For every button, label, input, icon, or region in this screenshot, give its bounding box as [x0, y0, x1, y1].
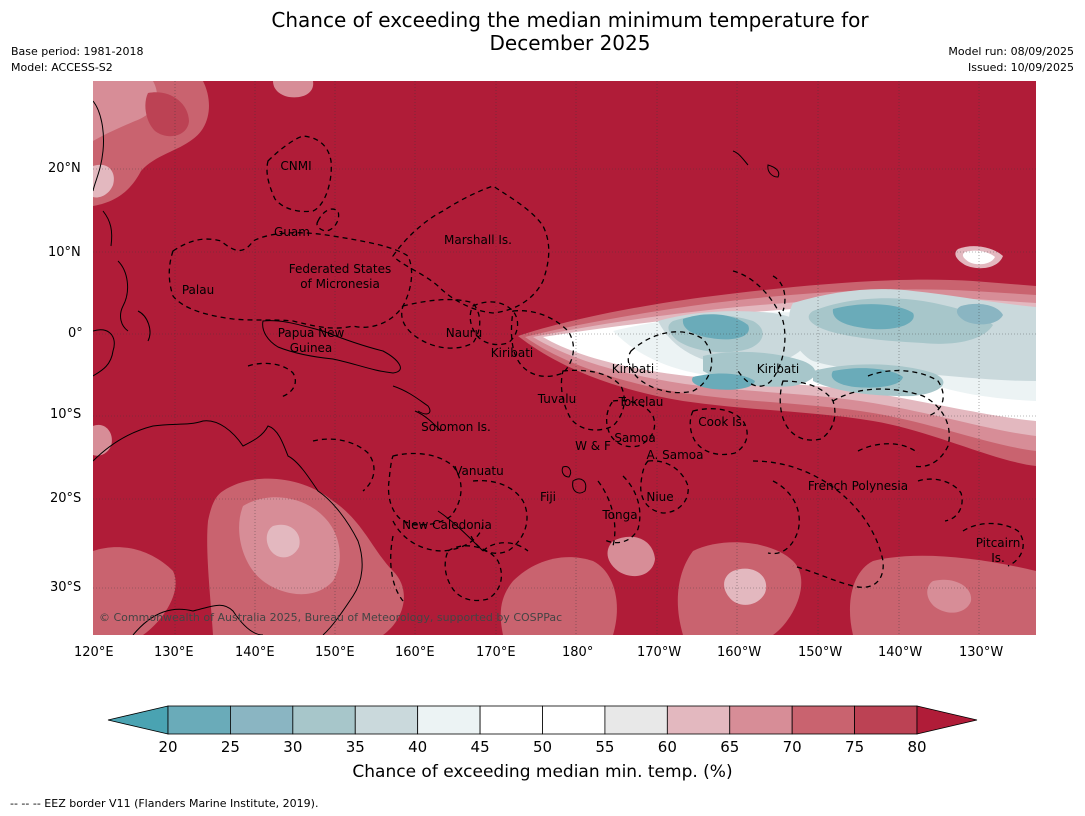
copyright-text: © Commonwealth of Australia 2025, Bureau… [99, 611, 562, 624]
colorbar-bin [666, 705, 731, 735]
colorbar-tick-label: 35 [345, 738, 365, 756]
colorbar-bin [604, 705, 668, 735]
colorbar-bin [417, 705, 481, 735]
base-period-text: Base period: 1981-2018 [11, 45, 144, 58]
colorbar-tick-label: 60 [657, 738, 677, 756]
colorbar-tick-label: 55 [595, 738, 615, 756]
chart-title-line1: Chance of exceeding the median minimum t… [271, 8, 869, 32]
label-cnmi: CNMI [280, 159, 311, 173]
label-samoa: Samoa [614, 431, 655, 445]
label-vanuatu: Vanuatu [454, 464, 504, 478]
eez-footnote: -- -- -- EEZ border V11 (Flanders Marine… [10, 797, 319, 810]
colorbar-bin [854, 705, 918, 735]
x-tick-180: 180° [562, 645, 594, 660]
label-american-samoa: A. Samoa [647, 448, 704, 462]
model-run-text: Model run: 08/09/2025 [948, 45, 1074, 58]
colorbar [107, 705, 978, 735]
colorbar-bin [479, 705, 543, 735]
colorbar-tick-label: 45 [470, 738, 490, 756]
colorbar-under-triangle [107, 705, 169, 735]
colorbar-bin [542, 705, 606, 735]
label-wallis-futuna: W & F [575, 439, 611, 453]
region-labels: CNMI Guam Marshall Is. Federated States … [182, 159, 1020, 565]
label-tonga: Tonga [601, 508, 637, 522]
colorbar-tick-label: 40 [408, 738, 428, 756]
chart-title-line2: December 2025 [489, 31, 651, 55]
y-tick-30s: 30°S [50, 580, 82, 595]
label-png-line1: Papua New [278, 326, 345, 340]
colorbar-bin [292, 705, 356, 735]
label-kiribati-central: Kiribati [612, 362, 654, 376]
colorbar-tick-label: 20 [158, 738, 178, 756]
label-nauru: Nauru [446, 326, 482, 340]
x-tick-150w: 150°W [798, 645, 843, 660]
forecast-map: CNMI Guam Marshall Is. Federated States … [93, 81, 1036, 635]
south-central-pink-area [500, 536, 1036, 635]
issued-text: Issued: 10/09/2025 [967, 61, 1074, 74]
colorbar-title: Chance of exceeding median min. temp. (%… [352, 762, 733, 782]
y-tick-20n: 20°N [48, 161, 81, 176]
label-tokelau: Tokelau [618, 395, 664, 409]
label-guam: Guam [274, 225, 310, 239]
colorbar-bin [354, 705, 419, 735]
northwest-pink-area [93, 81, 314, 456]
label-cook: Cook Is. [698, 415, 745, 429]
label-fiji: Fiji [540, 490, 556, 504]
y-tick-20s: 20°S [50, 491, 82, 506]
label-solomon: Solomon Is. [421, 420, 491, 434]
model-text: Model: ACCESS-S2 [11, 61, 113, 74]
southwest-pink-area [93, 478, 404, 635]
x-tick-140w: 140°W [878, 645, 923, 660]
colorbar-tick-label: 70 [782, 738, 802, 756]
colorbar-tick-label: 30 [283, 738, 303, 756]
x-tick-150e: 150°E [315, 645, 355, 660]
colorbar-bin [791, 705, 855, 735]
colorbar-bin [230, 705, 294, 735]
x-tick-170e: 170°E [476, 645, 516, 660]
colorbar-tick-label: 75 [845, 738, 865, 756]
forecast-map-svg: CNMI Guam Marshall Is. Federated States … [93, 81, 1036, 635]
coastlines [93, 100, 780, 635]
x-tick-130w: 130°W [959, 645, 1004, 660]
colorbar-over-triangle [916, 705, 978, 735]
label-png-line2: Guinea [290, 341, 333, 355]
label-new-caledonia: New Caledonia [402, 518, 492, 532]
label-tuvalu: Tuvalu [537, 392, 577, 406]
label-kiribati-east: Kiribati [757, 362, 799, 376]
label-niue: Niue [646, 490, 673, 504]
x-tick-170w: 170°W [637, 645, 682, 660]
y-tick-10s: 10°S [50, 407, 82, 422]
map-gridlines [93, 81, 1036, 635]
x-tick-130e: 130°E [154, 645, 194, 660]
y-tick-10n: 10°N [48, 245, 81, 260]
label-pitcairn-line2: Is. [991, 551, 1005, 565]
label-fsm-line2: of Micronesia [300, 277, 380, 291]
label-marshall: Marshall Is. [444, 233, 512, 247]
label-palau: Palau [182, 283, 214, 297]
label-french-polynesia: French Polynesia [808, 479, 908, 493]
label-fsm-line1: Federated States [289, 262, 391, 276]
colorbar-bin [729, 705, 793, 735]
colorbar-tick-label: 80 [907, 738, 927, 756]
label-kiribati-west: Kiribati [491, 346, 533, 360]
x-tick-160w: 160°W [717, 645, 762, 660]
colorbar-bin [167, 705, 231, 735]
x-tick-140e: 140°E [235, 645, 275, 660]
label-pitcairn-line1: Pitcairn [976, 536, 1021, 550]
eez-borders [168, 135, 1024, 602]
x-tick-160e: 160°E [395, 645, 435, 660]
colorbar-tick-label: 25 [220, 738, 240, 756]
colorbar-tick-label: 65 [720, 738, 740, 756]
colorbar-tick-label: 50 [532, 738, 553, 756]
y-tick-eq: 0° [68, 326, 83, 341]
x-tick-120e: 120°E [74, 645, 114, 660]
